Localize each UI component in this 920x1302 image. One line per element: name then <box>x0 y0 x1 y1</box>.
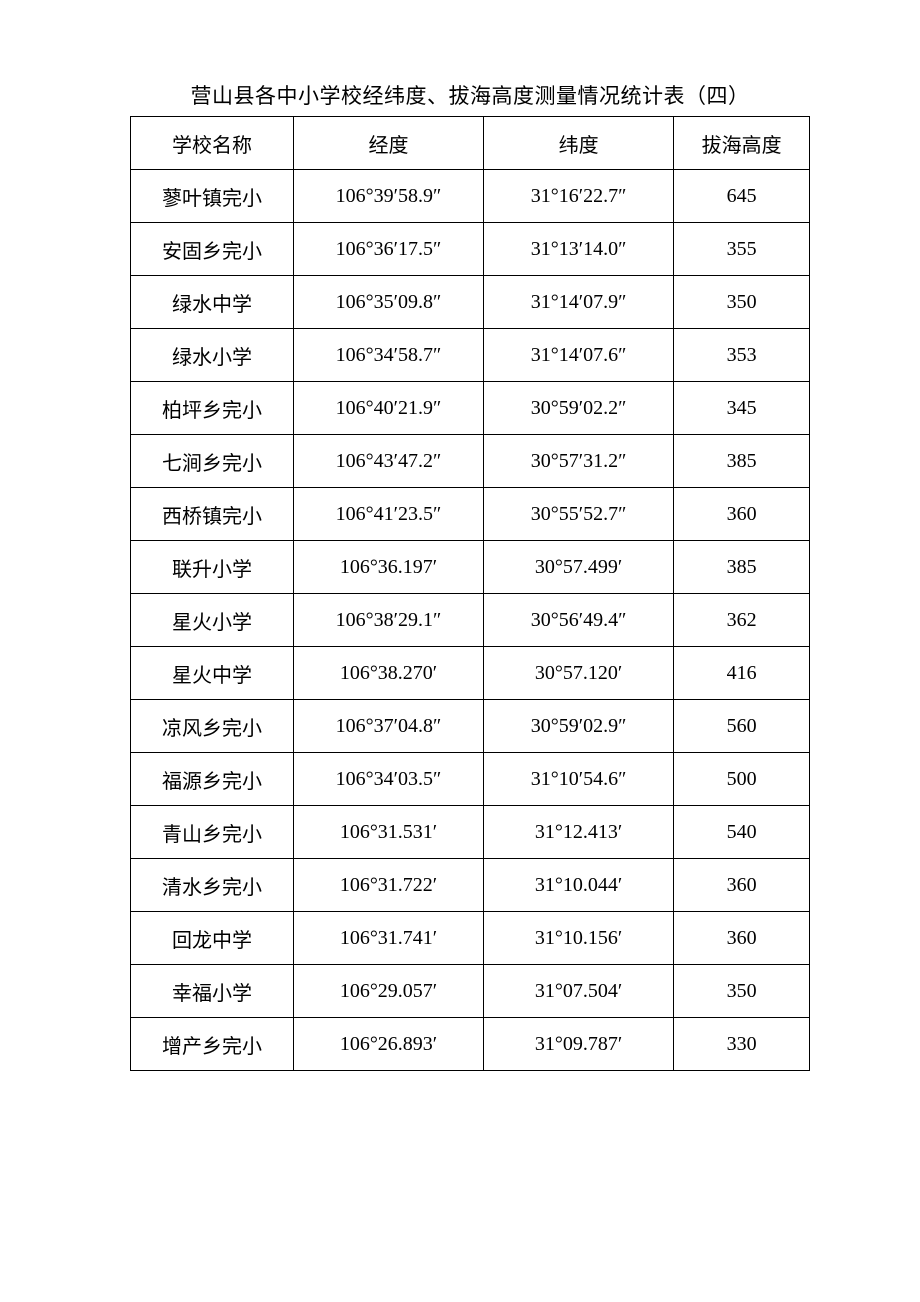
cell-alt: 360 <box>674 912 810 965</box>
cell-lat: 30°57.120′ <box>484 647 674 700</box>
table-row: 安固乡完小106°36′17.5″31°13′14.0″355 <box>131 223 810 276</box>
cell-lng: 106°34′58.7″ <box>293 329 483 382</box>
cell-lng: 106°31.722′ <box>293 859 483 912</box>
cell-lat: 31°10.044′ <box>484 859 674 912</box>
table-row: 清水乡完小106°31.722′31°10.044′360 <box>131 859 810 912</box>
cell-name: 增产乡完小 <box>131 1018 294 1071</box>
cell-lat: 31°14′07.9″ <box>484 276 674 329</box>
cell-alt: 500 <box>674 753 810 806</box>
cell-alt: 353 <box>674 329 810 382</box>
cell-lat: 31°12.413′ <box>484 806 674 859</box>
cell-lat: 30°56′49.4″ <box>484 594 674 647</box>
cell-lat: 30°57.499′ <box>484 541 674 594</box>
cell-lat: 30°57′31.2″ <box>484 435 674 488</box>
cell-lat: 30°59′02.2″ <box>484 382 674 435</box>
cell-name: 凉风乡完小 <box>131 700 294 753</box>
cell-name: 柏坪乡完小 <box>131 382 294 435</box>
cell-name: 七涧乡完小 <box>131 435 294 488</box>
cell-lat: 31°13′14.0″ <box>484 223 674 276</box>
cell-name: 星火中学 <box>131 647 294 700</box>
cell-alt: 345 <box>674 382 810 435</box>
cell-alt: 360 <box>674 859 810 912</box>
table-row: 西桥镇完小106°41′23.5″30°55′52.7″360 <box>131 488 810 541</box>
cell-name: 福源乡完小 <box>131 753 294 806</box>
page-title: 营山县各中小学校经纬度、拔海高度测量情况统计表（四） <box>130 80 810 110</box>
cell-lng: 106°39′58.9″ <box>293 170 483 223</box>
cell-alt: 560 <box>674 700 810 753</box>
table-row: 回龙中学106°31.741′31°10.156′360 <box>131 912 810 965</box>
cell-name: 幸福小学 <box>131 965 294 1018</box>
cell-lng: 106°26.893′ <box>293 1018 483 1071</box>
cell-alt: 360 <box>674 488 810 541</box>
cell-alt: 540 <box>674 806 810 859</box>
cell-lat: 31°14′07.6″ <box>484 329 674 382</box>
table-row: 幸福小学106°29.057′31°07.504′350 <box>131 965 810 1018</box>
table-row: 联升小学106°36.197′30°57.499′385 <box>131 541 810 594</box>
cell-lat: 31°10′54.6″ <box>484 753 674 806</box>
cell-alt: 355 <box>674 223 810 276</box>
cell-lng: 106°38′29.1″ <box>293 594 483 647</box>
cell-name: 绿水中学 <box>131 276 294 329</box>
cell-lng: 106°35′09.8″ <box>293 276 483 329</box>
data-table: 学校名称 经度 纬度 拔海高度 蓼叶镇完小106°39′58.9″31°16′2… <box>130 116 810 1071</box>
cell-lng: 106°36′17.5″ <box>293 223 483 276</box>
cell-lng: 106°29.057′ <box>293 965 483 1018</box>
col-header-name: 学校名称 <box>131 117 294 170</box>
table-row: 绿水小学106°34′58.7″31°14′07.6″353 <box>131 329 810 382</box>
cell-name: 安固乡完小 <box>131 223 294 276</box>
cell-name: 蓼叶镇完小 <box>131 170 294 223</box>
table-row: 青山乡完小106°31.531′31°12.413′540 <box>131 806 810 859</box>
cell-lng: 106°31.741′ <box>293 912 483 965</box>
table-row: 七涧乡完小106°43′47.2″30°57′31.2″385 <box>131 435 810 488</box>
cell-lng: 106°34′03.5″ <box>293 753 483 806</box>
col-header-alt: 拔海高度 <box>674 117 810 170</box>
cell-lng: 106°43′47.2″ <box>293 435 483 488</box>
cell-lat: 30°55′52.7″ <box>484 488 674 541</box>
cell-name: 联升小学 <box>131 541 294 594</box>
cell-lng: 106°31.531′ <box>293 806 483 859</box>
cell-lat: 30°59′02.9″ <box>484 700 674 753</box>
cell-alt: 416 <box>674 647 810 700</box>
cell-lng: 106°37′04.8″ <box>293 700 483 753</box>
cell-alt: 362 <box>674 594 810 647</box>
cell-lng: 106°41′23.5″ <box>293 488 483 541</box>
cell-lng: 106°38.270′ <box>293 647 483 700</box>
cell-name: 西桥镇完小 <box>131 488 294 541</box>
cell-name: 绿水小学 <box>131 329 294 382</box>
cell-lat: 31°09.787′ <box>484 1018 674 1071</box>
table-row: 凉风乡完小106°37′04.8″30°59′02.9″560 <box>131 700 810 753</box>
table-row: 星火中学106°38.270′30°57.120′416 <box>131 647 810 700</box>
cell-lat: 31°07.504′ <box>484 965 674 1018</box>
table-row: 增产乡完小106°26.893′31°09.787′330 <box>131 1018 810 1071</box>
table-header-row: 学校名称 经度 纬度 拔海高度 <box>131 117 810 170</box>
cell-name: 星火小学 <box>131 594 294 647</box>
cell-alt: 350 <box>674 276 810 329</box>
table-row: 星火小学106°38′29.1″30°56′49.4″362 <box>131 594 810 647</box>
cell-alt: 645 <box>674 170 810 223</box>
col-header-lat: 纬度 <box>484 117 674 170</box>
cell-lng: 106°36.197′ <box>293 541 483 594</box>
cell-lng: 106°40′21.9″ <box>293 382 483 435</box>
cell-name: 青山乡完小 <box>131 806 294 859</box>
cell-alt: 385 <box>674 435 810 488</box>
col-header-lng: 经度 <box>293 117 483 170</box>
cell-name: 回龙中学 <box>131 912 294 965</box>
cell-name: 清水乡完小 <box>131 859 294 912</box>
table-row: 柏坪乡完小106°40′21.9″30°59′02.2″345 <box>131 382 810 435</box>
cell-lat: 31°10.156′ <box>484 912 674 965</box>
cell-alt: 385 <box>674 541 810 594</box>
table-row: 福源乡完小106°34′03.5″31°10′54.6″500 <box>131 753 810 806</box>
table-body: 蓼叶镇完小106°39′58.9″31°16′22.7″645安固乡完小106°… <box>131 170 810 1071</box>
cell-alt: 350 <box>674 965 810 1018</box>
cell-alt: 330 <box>674 1018 810 1071</box>
table-row: 绿水中学106°35′09.8″31°14′07.9″350 <box>131 276 810 329</box>
cell-lat: 31°16′22.7″ <box>484 170 674 223</box>
table-row: 蓼叶镇完小106°39′58.9″31°16′22.7″645 <box>131 170 810 223</box>
